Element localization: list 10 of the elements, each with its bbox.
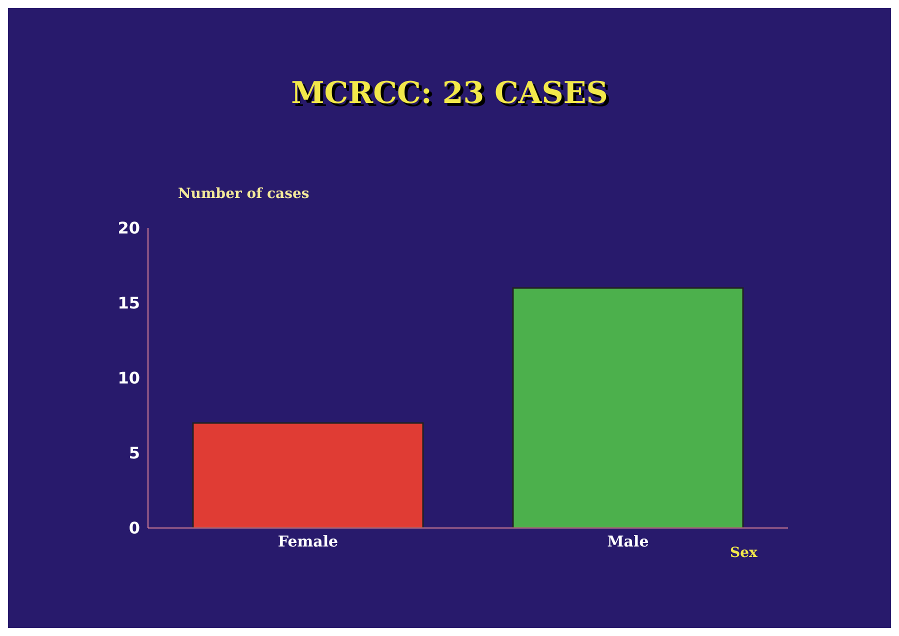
- y-tick-label: 10: [118, 368, 140, 388]
- x-axis-title: Sex: [730, 545, 758, 561]
- x-tick-label: Male: [607, 532, 649, 551]
- x-tick-label: Female: [278, 532, 338, 551]
- chart-title: MCRCC: 23 CASES: [290, 76, 609, 111]
- y-tick-label: 20: [118, 218, 140, 238]
- y-tick-label: 0: [128, 518, 140, 538]
- y-tick-label: 5: [128, 444, 140, 463]
- y-axis-title: Number of cases: [178, 186, 310, 202]
- y-tick-label: 15: [118, 294, 140, 313]
